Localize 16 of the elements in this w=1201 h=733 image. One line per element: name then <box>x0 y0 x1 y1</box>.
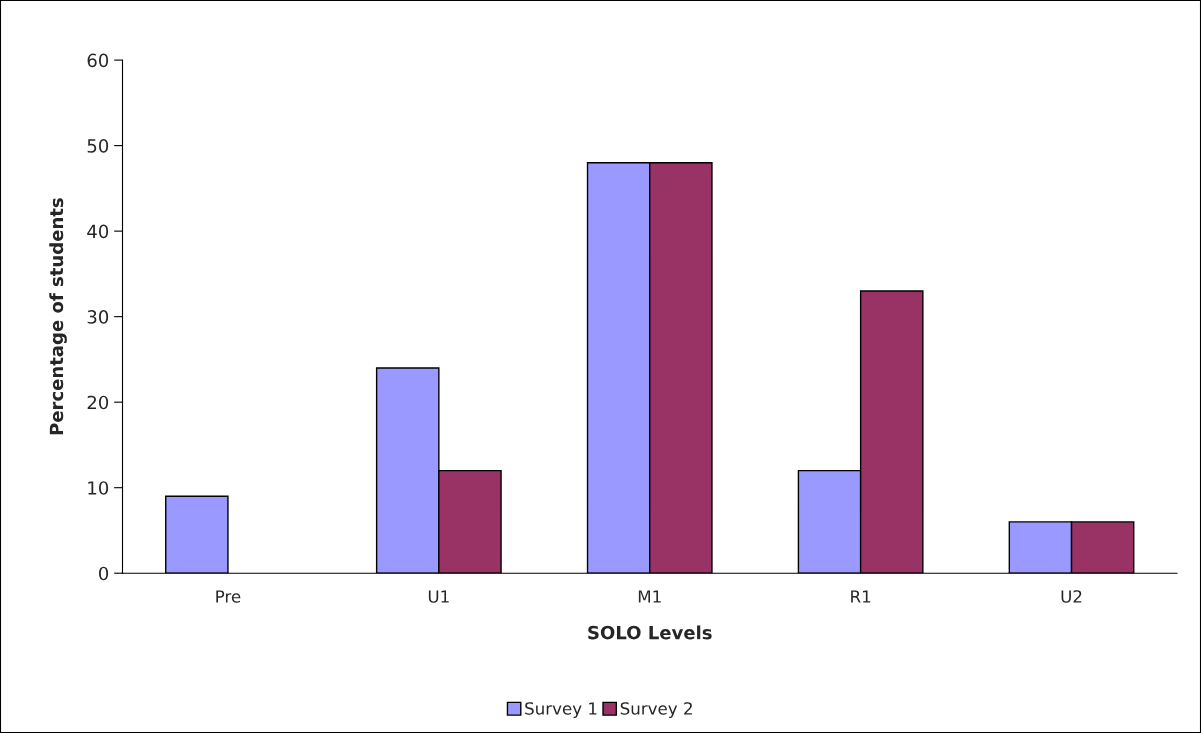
legend-label: Survey 2 <box>620 702 692 718</box>
x-tick-label: U2 <box>1061 590 1082 603</box>
y-tick-label: 0 <box>99 566 109 581</box>
y-axis-title: Percentage of students <box>49 198 67 435</box>
legend-label: Survey 1 <box>525 702 597 718</box>
x-tick-label: R1 <box>851 590 871 603</box>
x-axis-title: SOLO Levels <box>588 625 712 640</box>
y-tick-label: 30 <box>87 310 109 324</box>
y-tick-label: 60 <box>87 53 109 68</box>
y-tick-label: 10 <box>88 481 109 495</box>
y-tick-label: 20 <box>87 395 109 410</box>
x-tick-label: M1 <box>638 590 661 603</box>
x-tick-label: U1 <box>428 590 449 603</box>
x-tick-label: Pre <box>216 590 241 603</box>
y-tick-label: 50 <box>87 139 109 153</box>
y-tick-label: 40 <box>87 224 109 239</box>
